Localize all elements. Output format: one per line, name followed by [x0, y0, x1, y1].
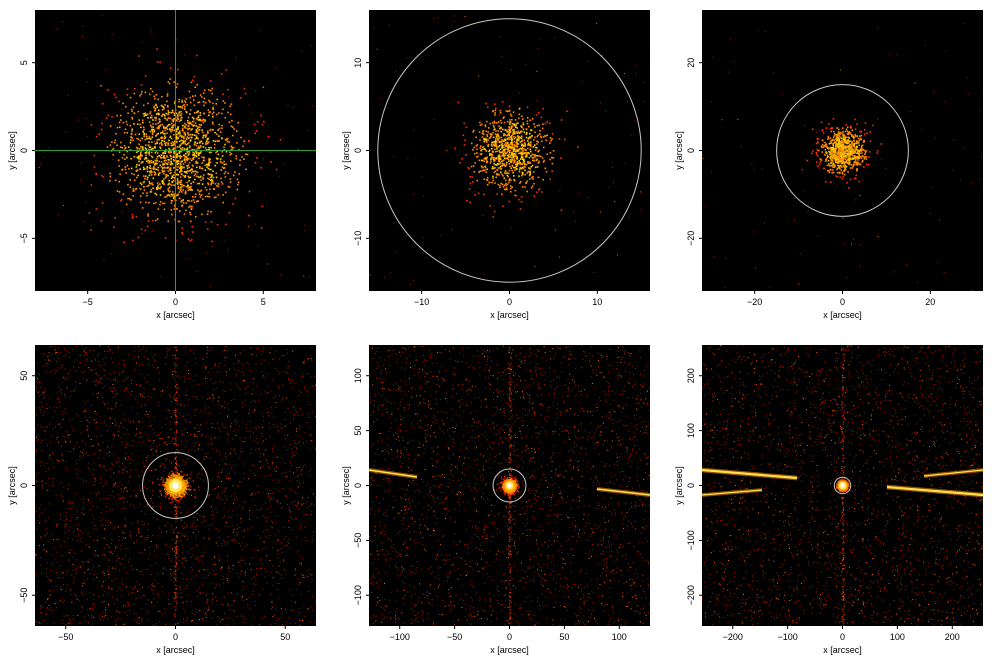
photon-events	[702, 22, 982, 291]
photon-events	[702, 345, 983, 626]
extraction-circle	[833, 476, 852, 495]
x-tick-label: −10	[414, 297, 429, 307]
x-tick-label: −100	[777, 632, 797, 642]
panel-4: −50 0 50 −50 0 50 x [arcsec] y [arcsec]	[7, 345, 316, 655]
y-tick-label: −200	[686, 585, 696, 605]
x-tick-label: 50	[559, 632, 569, 642]
y-tick-label: 0	[353, 483, 363, 488]
y-tick-label: −50	[19, 588, 29, 603]
y-tick-label: 200	[686, 368, 696, 383]
extraction-circle	[492, 468, 527, 503]
photon-events	[35, 345, 316, 626]
y-tick-label: 0	[686, 483, 696, 488]
y-tick-label: 10	[353, 58, 363, 68]
x-axis-label: x [arcsec]	[156, 645, 195, 655]
x-tick-label: 50	[280, 632, 290, 642]
panel-5: −100 −50 0 50 100 −100 −50 0 50 100 x [arcsec] y [a…	[341, 345, 650, 655]
panel-2: −10 0 10 −10 0 10 x [arcsec] y [arcsec]	[341, 10, 650, 320]
x-tick-label: −50	[447, 632, 462, 642]
extraction-circle	[776, 84, 909, 217]
photon-events	[369, 345, 650, 626]
x-tick-label: 100	[890, 632, 905, 642]
y-tick-label: −100	[353, 585, 363, 605]
y-tick-label: 5	[19, 60, 29, 65]
x-tick-label: 0	[173, 632, 178, 642]
y-tick-label: −5	[19, 233, 29, 243]
x-tick-label: 0	[507, 632, 512, 642]
x-tick-label: −100	[390, 632, 410, 642]
y-axis-label: y [arcsec]	[674, 131, 684, 170]
x-tick-label: 0	[840, 632, 845, 642]
x-tick-label: 10	[592, 297, 602, 307]
x-tick-label: 0	[840, 297, 845, 307]
photon-events	[369, 15, 650, 286]
y-tick-label: 0	[686, 148, 696, 153]
y-axis-label: y [arcsec]	[341, 131, 351, 170]
y-axis-label: y [arcsec]	[7, 131, 17, 170]
y-tick-label: 50	[19, 371, 29, 381]
y-tick-label: −50	[353, 533, 363, 548]
x-tick-label: −20	[747, 297, 762, 307]
y-tick-label: 0	[353, 148, 363, 153]
x-axis-label: x [arcsec]	[823, 310, 862, 320]
photon-events	[37, 14, 313, 287]
extraction-circle	[377, 18, 642, 283]
y-axis-label: y [arcsec]	[674, 466, 684, 505]
panel-6: −200 −100 0 100 200 −200 −100 0 100 200 x [arcsec]…	[674, 345, 983, 655]
extraction-circle	[142, 452, 209, 519]
x-tick-label: −200	[723, 632, 743, 642]
x-axis-label: x [arcsec]	[490, 310, 529, 320]
y-tick-label: 20	[686, 58, 696, 68]
y-tick-label: −100	[686, 530, 696, 550]
y-tick-label: −10	[353, 231, 363, 246]
y-tick-label: −20	[686, 231, 696, 246]
panel-1: −5 0 5 −5 0 5 x [arcsec] y [arcsec]	[7, 10, 316, 320]
x-axis-label: x [arcsec]	[156, 310, 195, 320]
panel-3: −20 0 20 −20 0 20 x [arcsec] y [arcsec]	[674, 10, 983, 320]
x-tick-label: 0	[507, 297, 512, 307]
y-tick-label: 0	[19, 148, 29, 153]
y-axis-label: y [arcsec]	[341, 466, 351, 505]
x-axis-label: x [arcsec]	[490, 645, 529, 655]
x-tick-label: −5	[83, 297, 93, 307]
x-tick-label: −50	[58, 632, 73, 642]
x-tick-label: 5	[261, 297, 266, 307]
x-tick-label: 0	[173, 297, 178, 307]
x-tick-label: 200	[945, 632, 960, 642]
y-axis-label: y [arcsec]	[7, 466, 17, 505]
y-tick-label: 0	[19, 483, 29, 488]
x-tick-label: 20	[925, 297, 935, 307]
y-tick-label: 100	[686, 423, 696, 438]
x-axis-label: x [arcsec]	[823, 645, 862, 655]
y-tick-label: 50	[353, 426, 363, 436]
y-tick-label: 100	[353, 368, 363, 383]
x-tick-label: 100	[612, 632, 627, 642]
